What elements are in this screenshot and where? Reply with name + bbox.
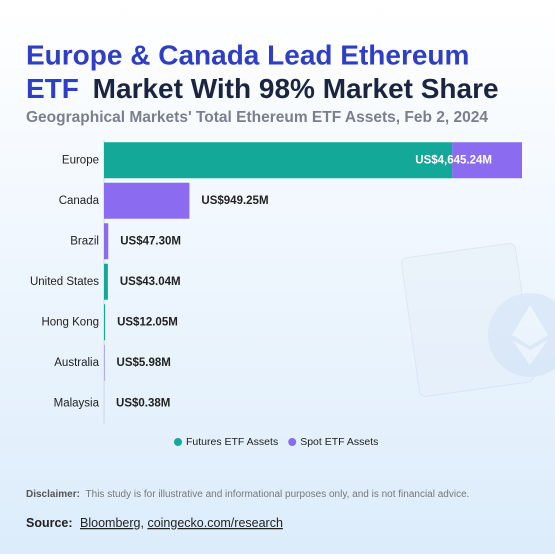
bar-segment — [104, 345, 105, 381]
chart-title-part: Market With 98% Market Share — [93, 73, 499, 104]
y-tick-label: Australia — [54, 357, 99, 369]
chart-subtitle: Geographical Markets' Total Ethereum ETF… — [26, 109, 488, 126]
legend-swatch — [288, 438, 296, 446]
legend-label: Futures ETF Assets — [186, 436, 278, 448]
chart-title: ETF Market With 98% Market Share — [26, 73, 499, 104]
bar-segment — [104, 223, 108, 259]
value-label: US$12.05M — [117, 316, 178, 328]
value-label: US$4,645.24M — [415, 154, 492, 166]
source-link[interactable]: coingecko.com/research — [147, 516, 283, 530]
y-tick-label: Malaysia — [54, 397, 100, 409]
value-label: US$47.30M — [120, 235, 181, 247]
disclaimer-label: Disclaimer: — [26, 489, 80, 500]
source: Source: Bloomberg, coingecko.com/researc… — [26, 516, 283, 530]
disclaimer-text: This study is for illustrative and infor… — [86, 489, 470, 500]
y-tick-label: Hong Kong — [41, 316, 99, 328]
chart-title: Europe & Canada Lead Ethereum — [26, 39, 469, 70]
disclaimer: Disclaimer: This study is for illustrati… — [26, 489, 469, 500]
value-label: US$0.38M — [116, 397, 170, 409]
value-label: US$43.04M — [120, 276, 181, 288]
y-tick-label: Canada — [59, 195, 100, 207]
source-label: Source: — [26, 516, 73, 530]
value-label: US$949.25M — [201, 195, 268, 207]
y-tick-label: Brazil — [70, 235, 99, 247]
bar-segment — [104, 142, 452, 178]
source-link[interactable]: Bloomberg — [80, 516, 140, 530]
bar-segment — [104, 183, 189, 219]
source-separator: , — [140, 516, 147, 530]
bar-segment — [104, 264, 108, 300]
legend-swatch — [174, 438, 182, 446]
bar-segment — [104, 304, 105, 340]
legend: Futures ETF Assets Spot ETF Assets — [174, 436, 378, 448]
y-tick-label: United States — [30, 276, 99, 288]
chart-title-part: ETF — [26, 73, 79, 104]
legend-label: Spot ETF Assets — [300, 436, 378, 448]
y-tick-label: Europe — [62, 154, 99, 166]
value-label: US$5.98M — [117, 357, 171, 369]
